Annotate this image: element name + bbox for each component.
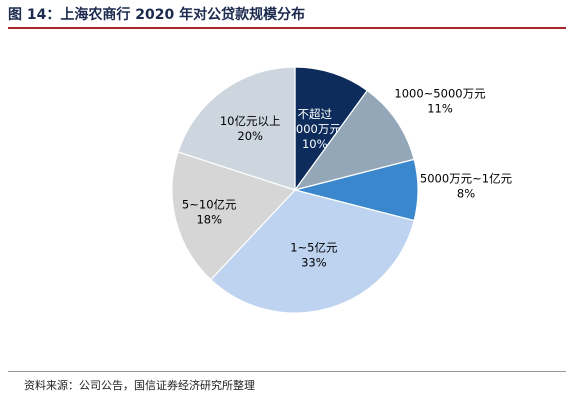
slice-label-4: 5~10亿元 18%	[182, 198, 237, 227]
pie-slice-3	[209, 189, 415, 314]
slice-percent: 10%	[302, 137, 328, 151]
slice-percent: 20%	[237, 129, 263, 143]
slice-percent: 18%	[196, 213, 222, 227]
title-rule	[8, 27, 566, 29]
slice-category: 5000万元~1亿元	[420, 172, 513, 186]
slice-category: 不超过	[298, 107, 333, 121]
slice-percent: 33%	[301, 255, 327, 269]
pie-slice-0	[294, 66, 369, 192]
footer-rule	[8, 371, 566, 372]
slice-label-2: 5000万元~1亿元 8%	[420, 172, 513, 201]
slice-category: 1~5亿元	[290, 240, 338, 254]
source-note: 资料来源：公司公告，国信证券经济研究所整理	[24, 379, 255, 392]
slice-label-3: 1~5亿元 33%	[290, 240, 338, 269]
slice-category: 1000~5000万元	[394, 87, 486, 101]
slice-percent: 11%	[427, 102, 453, 116]
slice-category: 10亿元以上	[220, 114, 281, 128]
chart-title: 图 14：上海农商行 2020 年对公贷款规模分布	[8, 7, 306, 23]
slice-label-1: 1000~5000万元 11%	[394, 87, 486, 116]
slice-label-0: 不超过 1000万元 10%	[289, 107, 342, 151]
pie-slice-4	[171, 151, 297, 281]
slice-label-5: 10亿元以上 20%	[220, 114, 281, 143]
slice-percent: 8%	[457, 187, 475, 201]
pie-slice-5	[177, 66, 296, 191]
slice-category: 5~10亿元	[182, 198, 237, 212]
pie-slice-1	[293, 89, 415, 191]
slice-category: 1000万元	[289, 122, 342, 136]
